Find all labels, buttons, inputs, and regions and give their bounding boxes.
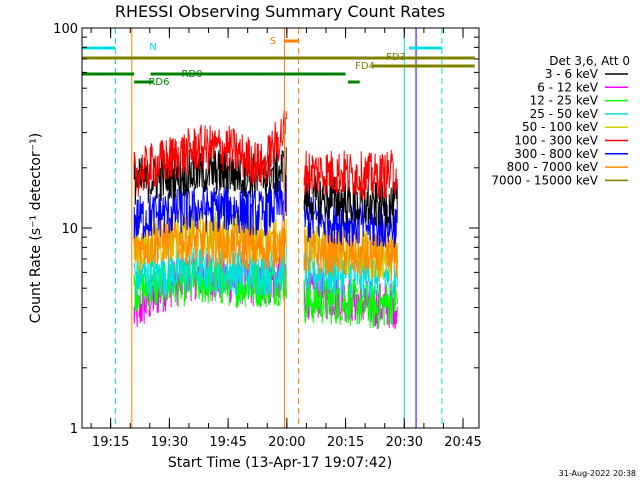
legend-label: 7000 - 15000 keV xyxy=(491,173,598,187)
x-tick-label: 20:30 xyxy=(386,435,423,450)
x-tick-label: 20:45 xyxy=(444,435,481,450)
x-tick-label: 19:15 xyxy=(92,435,129,450)
axes: 1 10 100 19:15 19:30 19:45 20:00 20:15 20:30 20:4… xyxy=(53,22,482,450)
footer-timestamp: 31-Aug-2022 20:38 xyxy=(559,469,636,478)
y-axis-label: Count Rate (s⁻¹ detector⁻¹) xyxy=(28,133,44,323)
observing-flags: N S FD3 FD4 RD0 RD6 xyxy=(82,36,475,88)
y-tick-label: 1 xyxy=(70,422,78,437)
flag-label-fd3: FD3 xyxy=(386,52,406,63)
chart-title: RHESSI Observing Summary Count Rates xyxy=(115,2,445,21)
legend-header: Det 3,6, Att 0 xyxy=(549,54,630,68)
x-tick-label: 20:00 xyxy=(268,435,305,450)
legend-label: 12 - 25 keV xyxy=(530,94,599,108)
x-axis-label: Start Time (13-Apr-17 19:07:42) xyxy=(168,455,392,471)
legend-label: 50 - 100 keV xyxy=(522,120,599,134)
flag-label-fd4: FD4 xyxy=(355,61,375,72)
vertical-markers xyxy=(114,28,443,428)
y-tick-label: 10 xyxy=(61,222,78,237)
trace-100-300kev xyxy=(133,110,398,200)
x-tick-label: 20:15 xyxy=(327,435,364,450)
x-tick-label: 19:30 xyxy=(151,435,188,450)
legend-label: 300 - 800 keV xyxy=(514,147,598,161)
series-traces xyxy=(133,110,398,330)
flag-label-rd0: RD0 xyxy=(181,69,202,80)
flag-label-n: N xyxy=(149,42,156,53)
legend-label: 3 - 6 keV xyxy=(545,67,599,81)
y-tick-label: 100 xyxy=(53,22,78,37)
legend-label: 6 - 12 keV xyxy=(537,80,599,94)
legend-label: 100 - 300 keV xyxy=(514,134,598,148)
flag-label-rd6: RD6 xyxy=(148,77,169,88)
flag-label-s: S xyxy=(270,36,276,47)
legend-label: 25 - 50 keV xyxy=(530,107,599,121)
x-tick-label: 19:45 xyxy=(209,435,246,450)
legend-label: 800 - 7000 keV xyxy=(507,160,599,174)
